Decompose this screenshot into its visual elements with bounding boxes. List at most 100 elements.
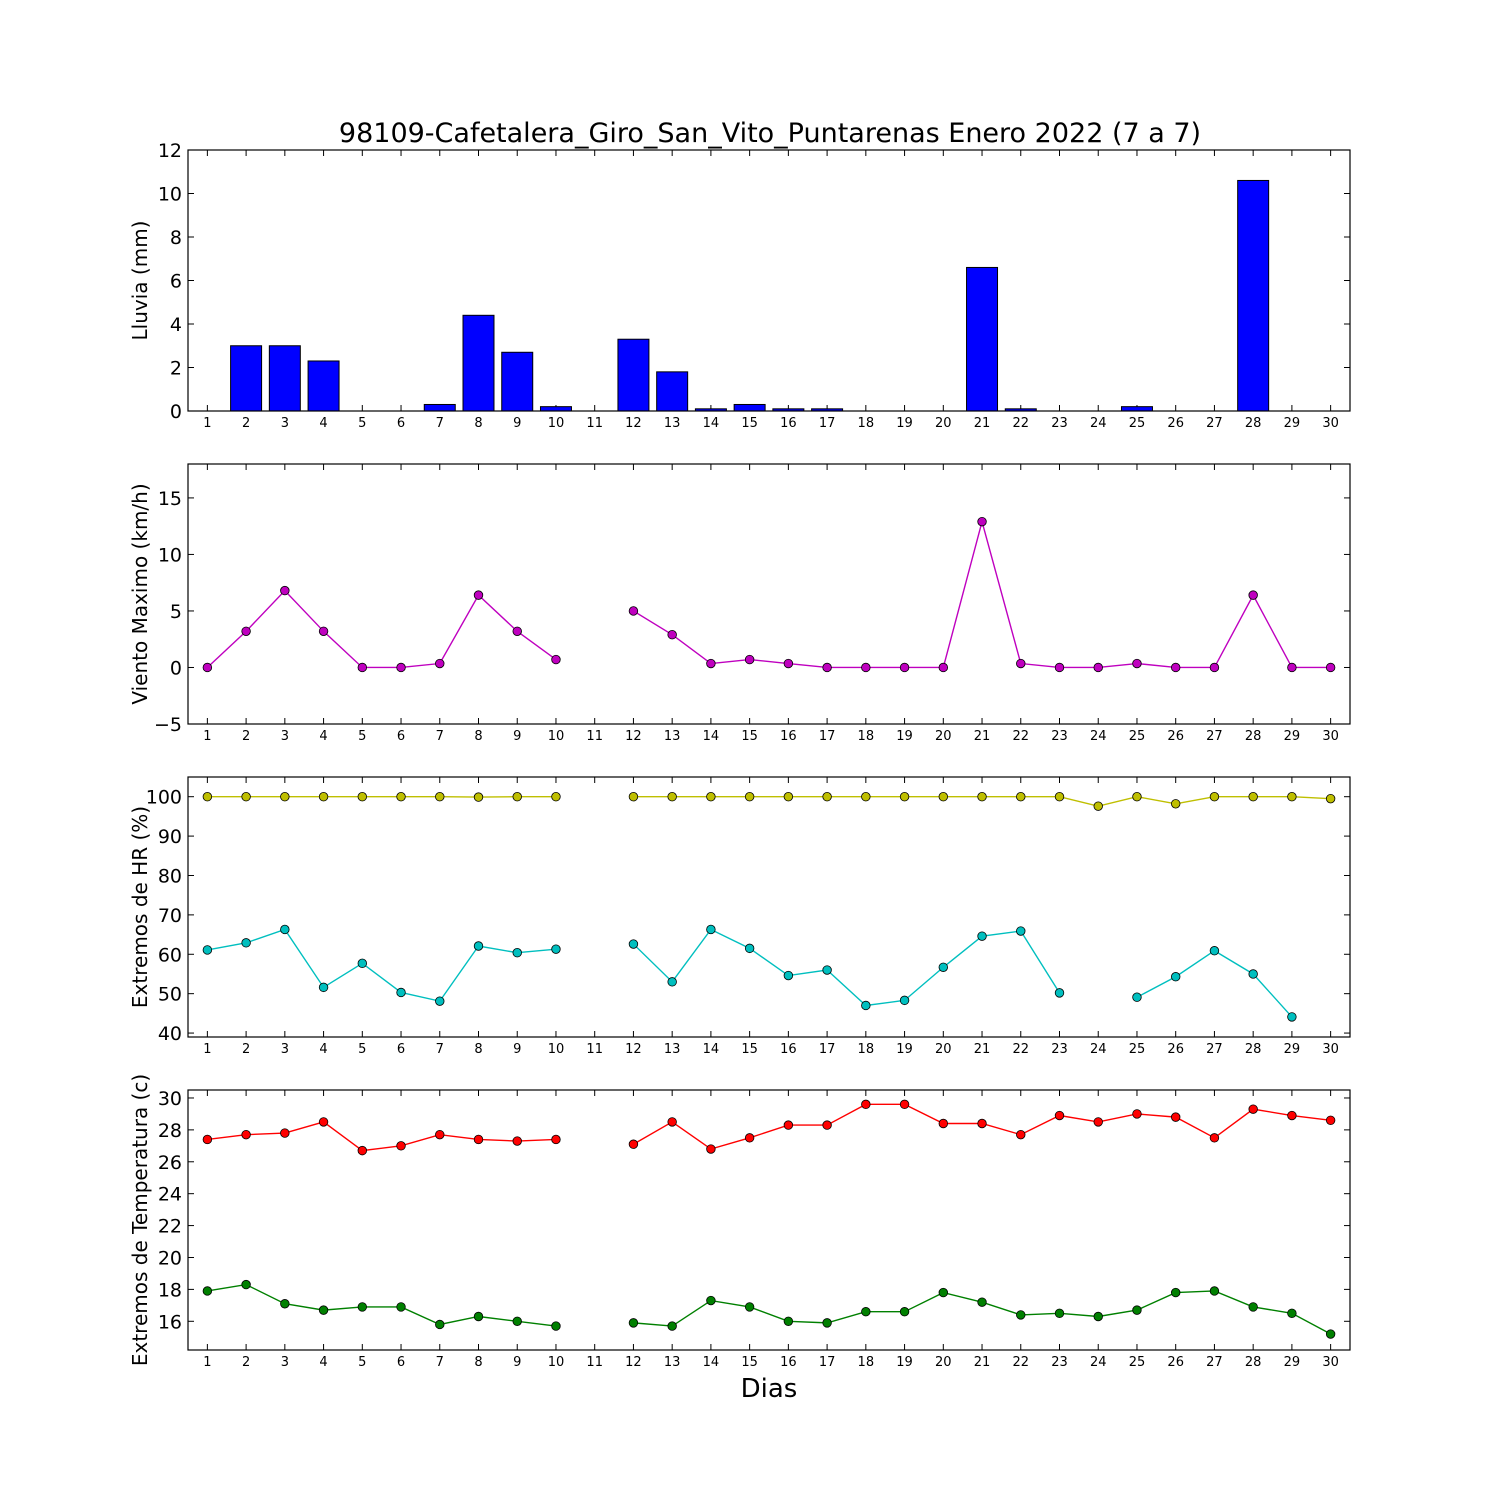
data-point (822, 965, 832, 975)
data-point (473, 590, 484, 600)
y-tick-label: 10 (158, 544, 182, 566)
data-point (1016, 791, 1026, 802)
data-point (1248, 590, 1258, 600)
y-tick-label: 12 (158, 140, 182, 162)
x-tick-label: 11 (586, 1355, 603, 1370)
x-tick-label: 3 (281, 416, 289, 431)
data-point (202, 662, 213, 673)
data-point (318, 1305, 329, 1315)
data-point (396, 1302, 406, 1312)
data-point (435, 1319, 445, 1330)
data-point (822, 1120, 832, 1130)
x-tick-label: 15 (741, 729, 758, 744)
y-tick-label: 10 (158, 184, 182, 206)
bar (966, 266, 999, 412)
series-line-1 (207, 795, 1331, 807)
data-point (396, 1141, 406, 1151)
bar (539, 406, 572, 412)
data-point (1325, 1329, 1336, 1339)
y-tick-label: 0 (170, 401, 182, 423)
data-point (1016, 1129, 1026, 1140)
data-point (512, 1316, 522, 1326)
data-point (861, 662, 871, 673)
data-point (706, 791, 716, 802)
x-tick-label: 13 (664, 416, 681, 431)
data-point (667, 791, 677, 802)
data-point (861, 791, 871, 802)
data-point (744, 943, 755, 954)
x-tick-label: 22 (1012, 1042, 1029, 1057)
y-tick-label: 5 (170, 601, 182, 623)
x-tick-label: 16 (780, 729, 797, 744)
data-point (861, 1307, 871, 1317)
x-tick-label: 25 (1129, 1355, 1146, 1370)
x-tick-label: 5 (358, 416, 366, 431)
x-tick-label: 26 (1167, 729, 1184, 744)
x-tick-label: 29 (1284, 1042, 1301, 1057)
x-tick-label: 19 (896, 1355, 913, 1370)
data-point (628, 791, 639, 802)
data-point (628, 1318, 639, 1328)
data-point (435, 1129, 445, 1140)
x-tick-label: 18 (858, 416, 875, 431)
data-point (977, 1118, 987, 1129)
x-tick-label: 14 (703, 729, 720, 744)
x-tick-label: 23 (1051, 1355, 1068, 1370)
data-point (783, 1120, 794, 1130)
x-tick-label: 1 (203, 1042, 211, 1057)
x-tick-label: 1 (203, 416, 211, 431)
data-point (822, 662, 832, 673)
bar (733, 403, 766, 412)
data-point (202, 791, 213, 802)
data-point (861, 1099, 871, 1110)
data-point (318, 791, 329, 802)
x-tick-label: 10 (548, 1355, 565, 1370)
data-point (1093, 1311, 1103, 1322)
data-point (1287, 1308, 1297, 1319)
data-point (744, 1302, 755, 1312)
x-tick-label: 29 (1284, 729, 1301, 744)
data-point (1287, 1110, 1297, 1121)
y-axis-label: Extremos de HR (%) (128, 806, 152, 1008)
x-tick-label: 7 (436, 1355, 444, 1370)
data-point (551, 944, 561, 954)
x-tick-label: 8 (474, 729, 482, 744)
x-tick-label: 5 (358, 1355, 366, 1370)
data-point (1016, 1310, 1026, 1320)
data-point (202, 1286, 213, 1296)
x-tick-label: 14 (703, 416, 720, 431)
y-tick-label: 40 (158, 1023, 182, 1045)
y-tick-label: 18 (158, 1279, 182, 1301)
x-tick-label: 15 (741, 416, 758, 431)
bar (1120, 406, 1153, 412)
data-point (1016, 658, 1026, 669)
x-tick-label: 30 (1322, 1042, 1339, 1057)
data-point (435, 791, 445, 802)
data-point (357, 1302, 368, 1312)
data-point (628, 1139, 639, 1149)
data-point (706, 658, 716, 669)
data-point (938, 662, 949, 673)
y-tick-label: 2 (170, 358, 182, 380)
data-point (396, 791, 406, 802)
data-point (1248, 791, 1258, 802)
data-point (551, 1321, 561, 1331)
x-tick-label: 6 (397, 1042, 405, 1057)
x-tick-label: 24 (1090, 416, 1107, 431)
data-point (977, 1297, 987, 1307)
data-point (1093, 662, 1103, 673)
x-tick-label: 18 (858, 729, 875, 744)
x-tick-label: 4 (319, 1355, 327, 1370)
data-point (318, 626, 329, 637)
x-tick-label: 15 (741, 1042, 758, 1057)
x-tick-label: 26 (1167, 1042, 1184, 1057)
x-tick-label: 7 (436, 416, 444, 431)
bar (268, 345, 301, 412)
y-tick-label: 100 (146, 787, 182, 809)
data-point (551, 1134, 561, 1145)
x-tick-label: 13 (664, 729, 681, 744)
x-tick-label: 23 (1051, 416, 1068, 431)
series-line-1 (207, 1103, 1331, 1152)
data-point (1170, 972, 1181, 982)
data-point (1248, 1302, 1258, 1312)
